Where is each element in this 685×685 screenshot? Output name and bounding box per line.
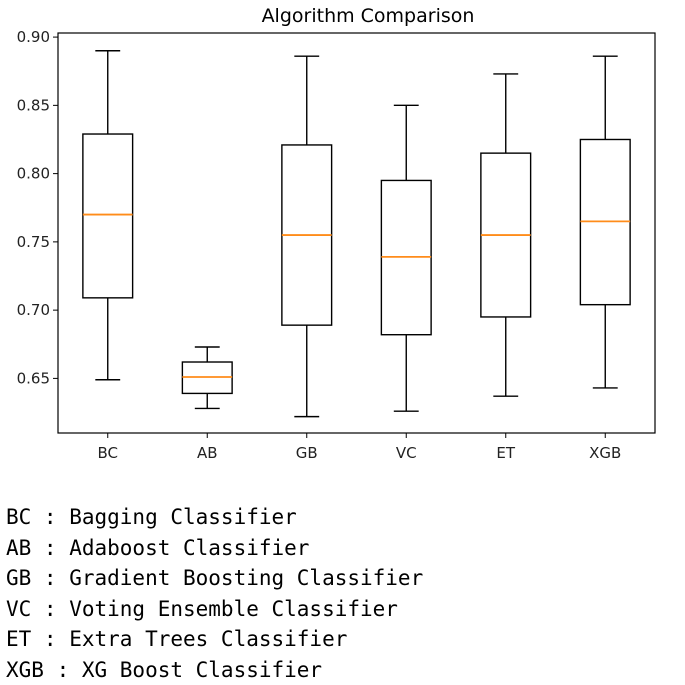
x-tick-label: AB (197, 444, 218, 462)
y-tick-label: 0.90 (17, 28, 50, 46)
box-et (481, 74, 531, 396)
x-tick-label: GB (296, 444, 318, 462)
x-tick-label: ET (496, 444, 515, 462)
abbreviation-legend: BC : Bagging Classifier AB : Adaboost Cl… (6, 502, 423, 685)
legend-row-bc: BC : Bagging Classifier (6, 502, 423, 533)
box-ab (182, 347, 232, 408)
x-tick-label: BC (97, 444, 118, 462)
box-xgb (580, 56, 630, 388)
box-vc (381, 105, 431, 411)
x-axis: BC AB GB VC ET XGB (97, 433, 621, 462)
x-tick-label: VC (396, 444, 417, 462)
plot-area-frame (58, 33, 655, 433)
x-tick-label: XGB (589, 444, 621, 462)
iqr-box (83, 134, 133, 298)
y-axis: 0.65 0.70 0.75 0.80 0.85 0.90 (17, 28, 58, 387)
legend-row-vc: VC : Voting Ensemble Classifier (6, 594, 423, 625)
y-tick-label: 0.65 (17, 369, 50, 387)
y-tick-label: 0.80 (17, 165, 50, 183)
legend-row-ab: AB : Adaboost Classifier (6, 533, 423, 564)
chart-title: Algorithm Comparison (262, 5, 475, 27)
box-plot-chart: Algorithm Comparison 0.65 0.70 0.75 0.80 0.8… (0, 0, 685, 500)
y-tick-label: 0.70 (17, 301, 50, 319)
y-tick-label: 0.75 (17, 233, 50, 251)
box-bc (83, 51, 133, 380)
legend-row-et: ET : Extra Trees Classifier (6, 624, 423, 655)
y-tick-label: 0.85 (17, 96, 50, 114)
box-gb (282, 56, 332, 416)
legend-row-xgb: XGB : XG Boost Classifier (6, 655, 423, 685)
legend-row-gb: GB : Gradient Boosting Classifier (6, 563, 423, 594)
boxes-group (83, 51, 630, 417)
